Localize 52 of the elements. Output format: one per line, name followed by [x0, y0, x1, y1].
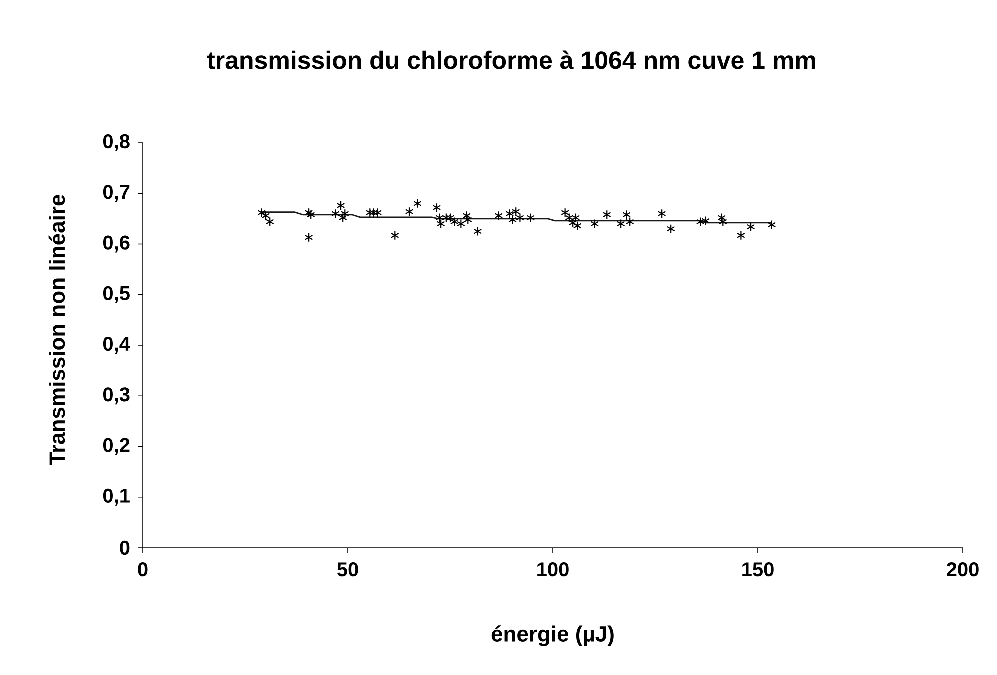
point	[718, 213, 726, 223]
y-tick-label: 0,7	[103, 185, 130, 202]
y-tick-label: 0,3	[103, 388, 130, 405]
line-series	[261, 212, 773, 224]
y-tick-label: 0,6	[103, 236, 130, 253]
point	[590, 219, 600, 229]
y-tick-label: 0,8	[103, 134, 130, 152]
point	[304, 208, 314, 218]
y-tick-label: 0,5	[103, 286, 130, 304]
y-axis-title: Transmission non linéaire	[48, 195, 66, 466]
point	[446, 213, 455, 223]
point	[414, 198, 422, 208]
point	[702, 216, 710, 226]
point	[258, 208, 266, 218]
point	[768, 220, 776, 230]
point	[616, 219, 626, 229]
point	[332, 209, 340, 219]
point	[374, 208, 382, 218]
point	[405, 207, 414, 217]
x-tick-label: 200	[947, 562, 979, 577]
point	[494, 211, 504, 221]
point	[306, 210, 316, 220]
y-tick-label: 0,1	[103, 488, 130, 506]
chart-title: transmission du chloroforme à 1064 nm cuve 1 mm	[207, 50, 816, 70]
point	[304, 232, 314, 242]
point	[737, 230, 746, 240]
point	[338, 213, 348, 223]
x-tick-label: 50	[337, 562, 358, 577]
point	[456, 219, 466, 229]
point	[602, 210, 612, 220]
x-tick-label: 150	[742, 562, 774, 577]
y-tick-label: 0,2	[103, 438, 130, 456]
point	[464, 215, 472, 225]
point	[474, 226, 482, 236]
point	[526, 213, 536, 223]
point	[432, 203, 442, 213]
point	[370, 208, 378, 218]
point	[746, 222, 756, 232]
y-tick-label: 0,4	[103, 336, 130, 354]
point	[696, 217, 705, 227]
point	[462, 211, 472, 221]
point	[450, 217, 459, 227]
point	[666, 224, 676, 234]
x-tick-label: 100	[538, 562, 569, 577]
x-axis-title: énergie (µJ)	[492, 626, 614, 646]
point	[658, 209, 666, 219]
y-tick-label: 0	[120, 540, 130, 556]
point	[442, 213, 451, 223]
point	[366, 208, 374, 218]
point	[718, 217, 728, 227]
point	[390, 230, 400, 240]
x-tick-label: 0	[138, 562, 148, 577]
